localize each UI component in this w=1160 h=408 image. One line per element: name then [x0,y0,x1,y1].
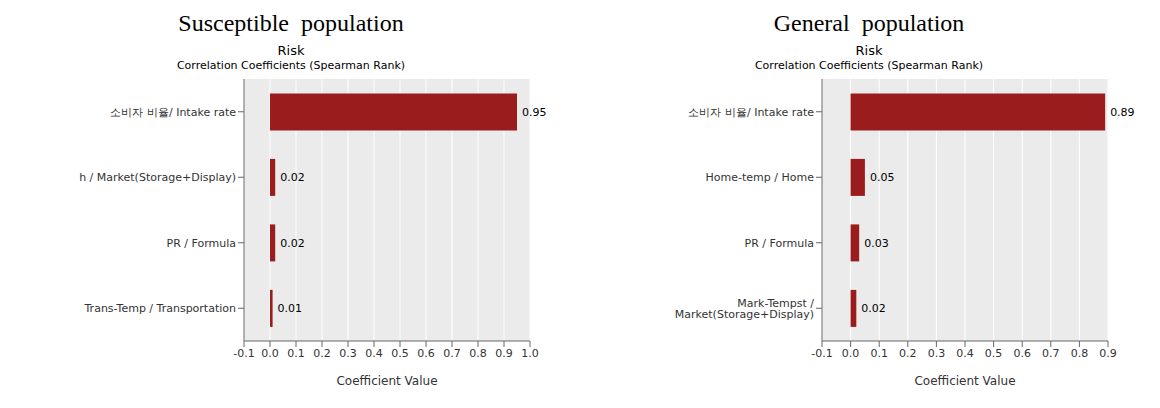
svg-text:Home-temp / Home: Home-temp / Home [706,171,815,184]
svg-text:0.7: 0.7 [443,347,461,360]
svg-text:소비자 비율/ Intake rate: 소비자 비율/ Intake rate [688,106,814,119]
svg-text:0.02: 0.02 [280,237,305,250]
svg-text:0.9: 0.9 [495,347,513,360]
html-text:General population: General population [773,10,965,36]
svg-text:0.1: 0.1 [287,347,305,360]
svg-text:0.89: 0.89 [1110,106,1135,119]
svg-text:-0.1: -0.1 [811,347,832,360]
svg-text:0.03: 0.03 [864,237,889,250]
svg-text:-0.1: -0.1 [233,347,254,360]
html-text:Correlation Coefficients (Spea: Correlation Coefficients (Spearman Rank) [176,59,406,72]
svg-text:0.1: 0.1 [870,347,888,360]
svg-text:0.5: 0.5 [985,347,1003,360]
svg-text:0.0: 0.0 [261,347,279,360]
svg-text:0.3: 0.3 [339,347,357,360]
svg-text:0.4: 0.4 [956,347,974,360]
svg-text:0.6: 0.6 [417,347,435,360]
svg-text:0.5: 0.5 [391,347,409,360]
svg-text:Coefficient Value: Coefficient Value [914,374,1015,388]
html-text:Risk: Risk [277,43,305,58]
svg-text:0.05: 0.05 [870,171,895,184]
svg-text:0.2: 0.2 [313,347,331,360]
svg-text:소비자 비율/ Intake rate: 소비자 비율/ Intake rate [110,106,236,119]
svg-text:0.8: 0.8 [469,347,487,360]
svg-text:Trans-Temp / Transportation: Trans-Temp / Transportation [84,302,236,315]
svg-text:0.0: 0.0 [842,347,860,360]
svg-text:0.02: 0.02 [861,302,886,315]
svg-text:0.6: 0.6 [1013,347,1030,360]
svg-text:PR / Formula: PR / Formula [167,237,236,250]
svg-text:PR / Formula: PR / Formula [745,237,814,250]
svg-text:1.0: 1.0 [521,347,539,360]
svg-text:0.95: 0.95 [522,106,547,119]
svg-text:0.3: 0.3 [928,347,946,360]
svg-text:0.2: 0.2 [899,347,917,360]
svg-text:Mark-Tempst /Market(Storage+Di: Mark-Tempst /Market(Storage+Display) [675,297,814,321]
html-text:Risk: Risk [855,43,883,58]
svg-text:0.9: 0.9 [1099,347,1117,360]
svg-text:0.4: 0.4 [365,347,383,360]
svg-text:0.02: 0.02 [280,171,305,184]
svg-text:0.7: 0.7 [1042,347,1060,360]
html-text:Susceptible population: Susceptible population [178,10,404,36]
html-text:Correlation Coefficients (Spea: Correlation Coefficients (Spearman Rank) [754,59,984,72]
svg-text:h / Market(Storage+Display): h / Market(Storage+Display) [79,171,236,184]
svg-text:Coefficient Value: Coefficient Value [336,374,437,388]
svg-text:0.8: 0.8 [1071,347,1089,360]
svg-text:0.01: 0.01 [278,302,303,315]
